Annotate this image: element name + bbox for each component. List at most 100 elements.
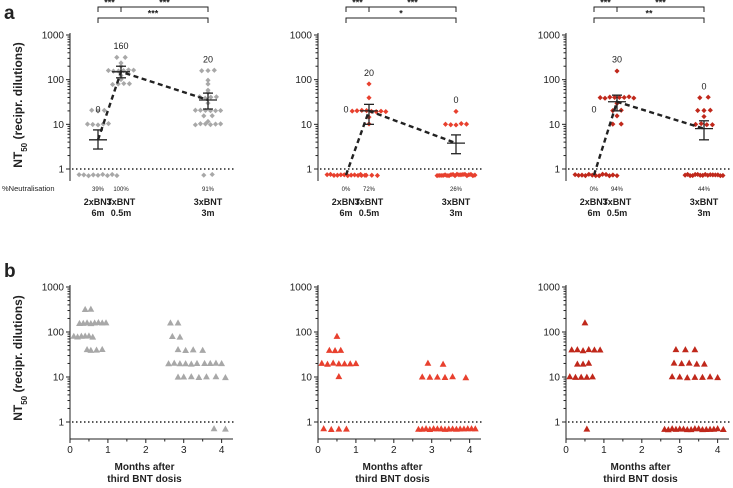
data-point: [374, 172, 380, 179]
data-point: [329, 359, 337, 366]
data-point: [211, 67, 217, 73]
data-point: [222, 374, 229, 381]
category-label-line1: 3xBNT: [442, 197, 471, 207]
data-point: [577, 373, 585, 380]
data-point: [693, 360, 701, 367]
data-point: [709, 122, 715, 128]
data-point: [468, 171, 474, 177]
data-point: [81, 305, 89, 312]
y-tick-label: 10: [53, 120, 65, 131]
data-point: [95, 172, 101, 178]
data-point: [334, 172, 341, 178]
data-point: [450, 171, 456, 178]
data-point: [585, 346, 593, 353]
x-axis-label-line1: Months after: [611, 462, 671, 473]
data-point: [458, 121, 464, 127]
significance-label: ***: [148, 9, 159, 19]
data-point: [327, 425, 335, 432]
data-point: [462, 374, 470, 381]
category-label-line1: 2xBNT: [580, 197, 609, 207]
data-point: [472, 172, 478, 178]
x-tick-label: 1: [105, 445, 111, 456]
data-point: [706, 373, 714, 380]
data-point: [602, 95, 608, 101]
data-point: [121, 80, 127, 87]
y-tick-label: 1000: [42, 283, 65, 294]
data-point: [700, 360, 708, 367]
data-point: [193, 359, 201, 367]
x-axis-label-line2: third BNT dosis: [603, 474, 678, 485]
data-point: [453, 122, 459, 128]
data-point: [701, 113, 707, 120]
y-tick-label: 1: [58, 418, 64, 429]
count-label: 0: [95, 104, 100, 114]
data-point: [337, 346, 345, 353]
data-point: [203, 373, 210, 380]
category-label-line1: 2xBNT: [332, 197, 361, 207]
data-point: [631, 95, 637, 101]
data-point: [426, 373, 434, 380]
data-point: [670, 359, 678, 366]
data-point: [452, 173, 458, 179]
data-point: [87, 305, 95, 312]
chart-a1: 1 10 100 1000 NT50 (recipr. dilutions) 0 39% 2x…: [2, 0, 235, 218]
data-point: [626, 94, 632, 100]
y-tick-label: 1: [58, 165, 64, 176]
data-point: [442, 121, 449, 127]
significance-bracket: [97, 17, 209, 23]
y-tick-label: 10: [301, 373, 313, 384]
x-tick-label: 4: [219, 445, 225, 456]
data-point: [704, 122, 710, 128]
data-point: [105, 121, 112, 127]
y-tick-label: 1000: [290, 31, 313, 42]
data-point: [333, 332, 341, 339]
data-point: [348, 172, 354, 178]
neutralisation-pct: 0%: [342, 187, 351, 193]
x-axis-label-line1: Months after: [363, 462, 423, 473]
data-point: [691, 373, 699, 380]
data-point: [614, 68, 620, 74]
data-point: [701, 107, 707, 114]
x-tick-label: 1: [353, 445, 359, 456]
data-point: [212, 108, 219, 114]
data-point: [84, 121, 91, 127]
data-point: [174, 345, 182, 353]
data-point: [607, 94, 613, 100]
data-point: [568, 346, 576, 353]
data-point: [579, 360, 587, 367]
category-label-line2: 0.5m: [359, 208, 380, 218]
data-point: [212, 359, 220, 366]
data-point: [707, 107, 713, 113]
data-point: [682, 346, 689, 353]
category-label-line2: 6m: [587, 208, 600, 218]
data-point: [192, 107, 198, 113]
data-point: [331, 172, 337, 179]
data-point: [695, 107, 701, 114]
data-point: [187, 373, 195, 380]
data-point: [182, 346, 190, 353]
data-point: [366, 95, 372, 101]
data-point: [442, 172, 448, 178]
data-point: [189, 346, 197, 353]
data-point: [168, 332, 176, 339]
data-point: [90, 121, 96, 128]
data-point: [464, 173, 470, 179]
data-point: [187, 360, 195, 367]
y-tick-label: 1: [306, 165, 312, 176]
category-label-line2: 0.5m: [607, 208, 628, 218]
y-tick-label: 1: [554, 165, 560, 176]
data-point: [209, 113, 215, 119]
data-point: [610, 172, 616, 178]
y-tick-label: 100: [295, 328, 312, 339]
data-point: [218, 359, 226, 367]
data-point: [566, 373, 574, 380]
data-point: [197, 107, 204, 113]
data-point: [102, 319, 110, 326]
data-point: [89, 333, 97, 340]
data-point: [575, 172, 582, 178]
y-axis-label: NT50 (recipr. dilutions): [11, 42, 29, 168]
x-tick-label: 0: [67, 445, 73, 456]
significance-label: ***: [600, 0, 611, 8]
data-point: [109, 171, 115, 178]
data-point: [572, 172, 578, 178]
